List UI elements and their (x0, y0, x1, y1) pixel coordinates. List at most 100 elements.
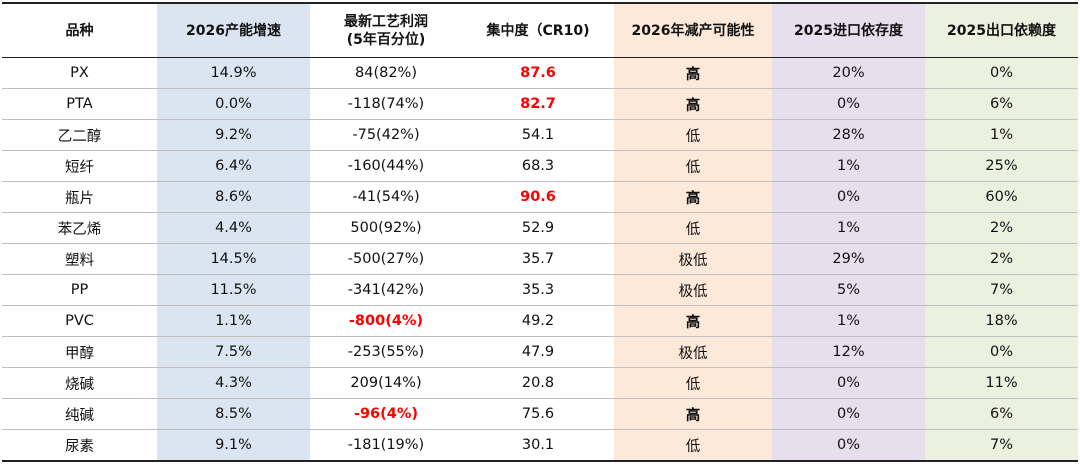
cell-import-dependence: 1% (772, 212, 925, 244)
cell-import-dependence: 0% (772, 181, 925, 213)
cell-process-profit: 500(92%) (310, 212, 462, 244)
cell-import-dependence: 0% (772, 367, 925, 399)
table-row: PVC 1.1% -800(4%) 49.2 高 1% 18% (2, 305, 1078, 337)
cell-concentration: 49.2 (462, 305, 614, 337)
cell-export-dependence: 18% (925, 305, 1078, 337)
cell-import-dependence: 1% (772, 305, 925, 337)
cell-variety: PX (2, 57, 157, 89)
cell-export-dependence: 25% (925, 150, 1078, 182)
cell-process-profit: -500(27%) (310, 243, 462, 275)
cell-concentration: 47.9 (462, 336, 614, 368)
header-export-dependence: 2025出口依赖度 (925, 2, 1078, 58)
cell-variety: 乙二醇 (2, 119, 157, 151)
cell-concentration: 87.6 (462, 57, 614, 89)
cell-capacity-growth: 4.3% (157, 367, 310, 399)
cell-export-dependence: 1% (925, 119, 1078, 151)
header-cut-likelihood: 2026年减产可能性 (614, 2, 772, 58)
cell-import-dependence: 29% (772, 243, 925, 275)
cell-process-profit: 209(14%) (310, 367, 462, 399)
cell-concentration: 90.6 (462, 181, 614, 213)
table-row: 苯乙烯 4.4% 500(92%) 52.9 低 1% 2% (2, 212, 1078, 244)
cell-concentration: 82.7 (462, 88, 614, 120)
cell-export-dependence: 2% (925, 243, 1078, 275)
cell-cut-likelihood: 高 (614, 181, 772, 213)
cell-import-dependence: 5% (772, 274, 925, 306)
cell-variety: 甲醇 (2, 336, 157, 368)
cell-capacity-growth: 8.6% (157, 181, 310, 213)
cell-cut-likelihood: 极低 (614, 336, 772, 368)
cell-concentration: 35.7 (462, 243, 614, 275)
cell-cut-likelihood: 高 (614, 398, 772, 430)
cell-concentration: 52.9 (462, 212, 614, 244)
cell-cut-likelihood: 低 (614, 367, 772, 399)
cell-concentration: 75.6 (462, 398, 614, 430)
cell-import-dependence: 20% (772, 57, 925, 89)
cell-export-dependence: 7% (925, 274, 1078, 306)
cell-variety: 纯碱 (2, 398, 157, 430)
cell-concentration: 54.1 (462, 119, 614, 151)
cell-import-dependence: 12% (772, 336, 925, 368)
cell-variety: 尿素 (2, 429, 157, 462)
cell-export-dependence: 11% (925, 367, 1078, 399)
table-row: 瓶片 8.6% -41(54%) 90.6 高 0% 60% (2, 181, 1078, 213)
table-body: PX 14.9% 84(82%) 87.6 高 20% 0% PTA 0.0% -118(74%)… (2, 57, 1078, 462)
cell-process-profit: -341(42%) (310, 274, 462, 306)
cell-cut-likelihood: 低 (614, 150, 772, 182)
cell-process-profit: -253(55%) (310, 336, 462, 368)
cell-process-profit: -41(54%) (310, 181, 462, 213)
cell-variety: 短纤 (2, 150, 157, 182)
header-import-dependence: 2025进口依存度 (772, 2, 925, 58)
table-row: 乙二醇 9.2% -75(42%) 54.1 低 28% 1% (2, 119, 1078, 151)
cell-concentration: 35.3 (462, 274, 614, 306)
table-row: PTA 0.0% -118(74%) 82.7 高 0% 6% (2, 88, 1078, 120)
cell-cut-likelihood: 低 (614, 429, 772, 462)
cell-concentration: 68.3 (462, 150, 614, 182)
cell-variety: 烧碱 (2, 367, 157, 399)
table-row: 烧碱 4.3% 209(14%) 20.8 低 0% 11% (2, 367, 1078, 399)
cell-process-profit: -160(44%) (310, 150, 462, 182)
header-row: 品种 2026产能增速 最新工艺利润 (5年百分位) 集中度（CR10) 202… (2, 2, 1078, 58)
header-profit-line1: 最新工艺利润 (344, 13, 428, 30)
header-process-profit: 最新工艺利润 (5年百分位) (310, 2, 462, 58)
cell-variety: 塑料 (2, 243, 157, 275)
cell-capacity-growth: 4.4% (157, 212, 310, 244)
table-row: PP 11.5% -341(42%) 35.3 极低 5% 7% (2, 274, 1078, 306)
cell-cut-likelihood: 高 (614, 57, 772, 89)
cell-cut-likelihood: 低 (614, 212, 772, 244)
cell-capacity-growth: 14.5% (157, 243, 310, 275)
cell-process-profit: -181(19%) (310, 429, 462, 462)
cell-export-dependence: 0% (925, 336, 1078, 368)
cell-import-dependence: 28% (772, 119, 925, 151)
header-profit-line2: (5年百分位) (346, 31, 426, 48)
cell-variety: PTA (2, 88, 157, 120)
table-row: 塑料 14.5% -500(27%) 35.7 极低 29% 2% (2, 243, 1078, 275)
cell-process-profit: -800(4%) (310, 305, 462, 337)
cell-capacity-growth: 14.9% (157, 57, 310, 89)
cell-capacity-growth: 1.1% (157, 305, 310, 337)
cell-capacity-growth: 0.0% (157, 88, 310, 120)
table-row: 尿素 9.1% -181(19%) 30.1 低 0% 7% (2, 429, 1078, 462)
cell-import-dependence: 0% (772, 88, 925, 120)
cell-concentration: 30.1 (462, 429, 614, 462)
cell-variety: PP (2, 274, 157, 306)
cell-cut-likelihood: 极低 (614, 274, 772, 306)
cell-export-dependence: 0% (925, 57, 1078, 89)
cell-cut-likelihood: 高 (614, 305, 772, 337)
cell-variety: 苯乙烯 (2, 212, 157, 244)
cell-process-profit: -75(42%) (310, 119, 462, 151)
cell-variety: 瓶片 (2, 181, 157, 213)
cell-capacity-growth: 6.4% (157, 150, 310, 182)
cell-export-dependence: 7% (925, 429, 1078, 462)
cell-import-dependence: 0% (772, 398, 925, 430)
header-concentration: 集中度（CR10) (462, 2, 614, 58)
cell-cut-likelihood: 极低 (614, 243, 772, 275)
cell-export-dependence: 2% (925, 212, 1078, 244)
table-row: 短纤 6.4% -160(44%) 68.3 低 1% 25% (2, 150, 1078, 182)
cell-capacity-growth: 11.5% (157, 274, 310, 306)
cell-concentration: 20.8 (462, 367, 614, 399)
cell-process-profit: -118(74%) (310, 88, 462, 120)
cell-import-dependence: 1% (772, 150, 925, 182)
cell-export-dependence: 60% (925, 181, 1078, 213)
